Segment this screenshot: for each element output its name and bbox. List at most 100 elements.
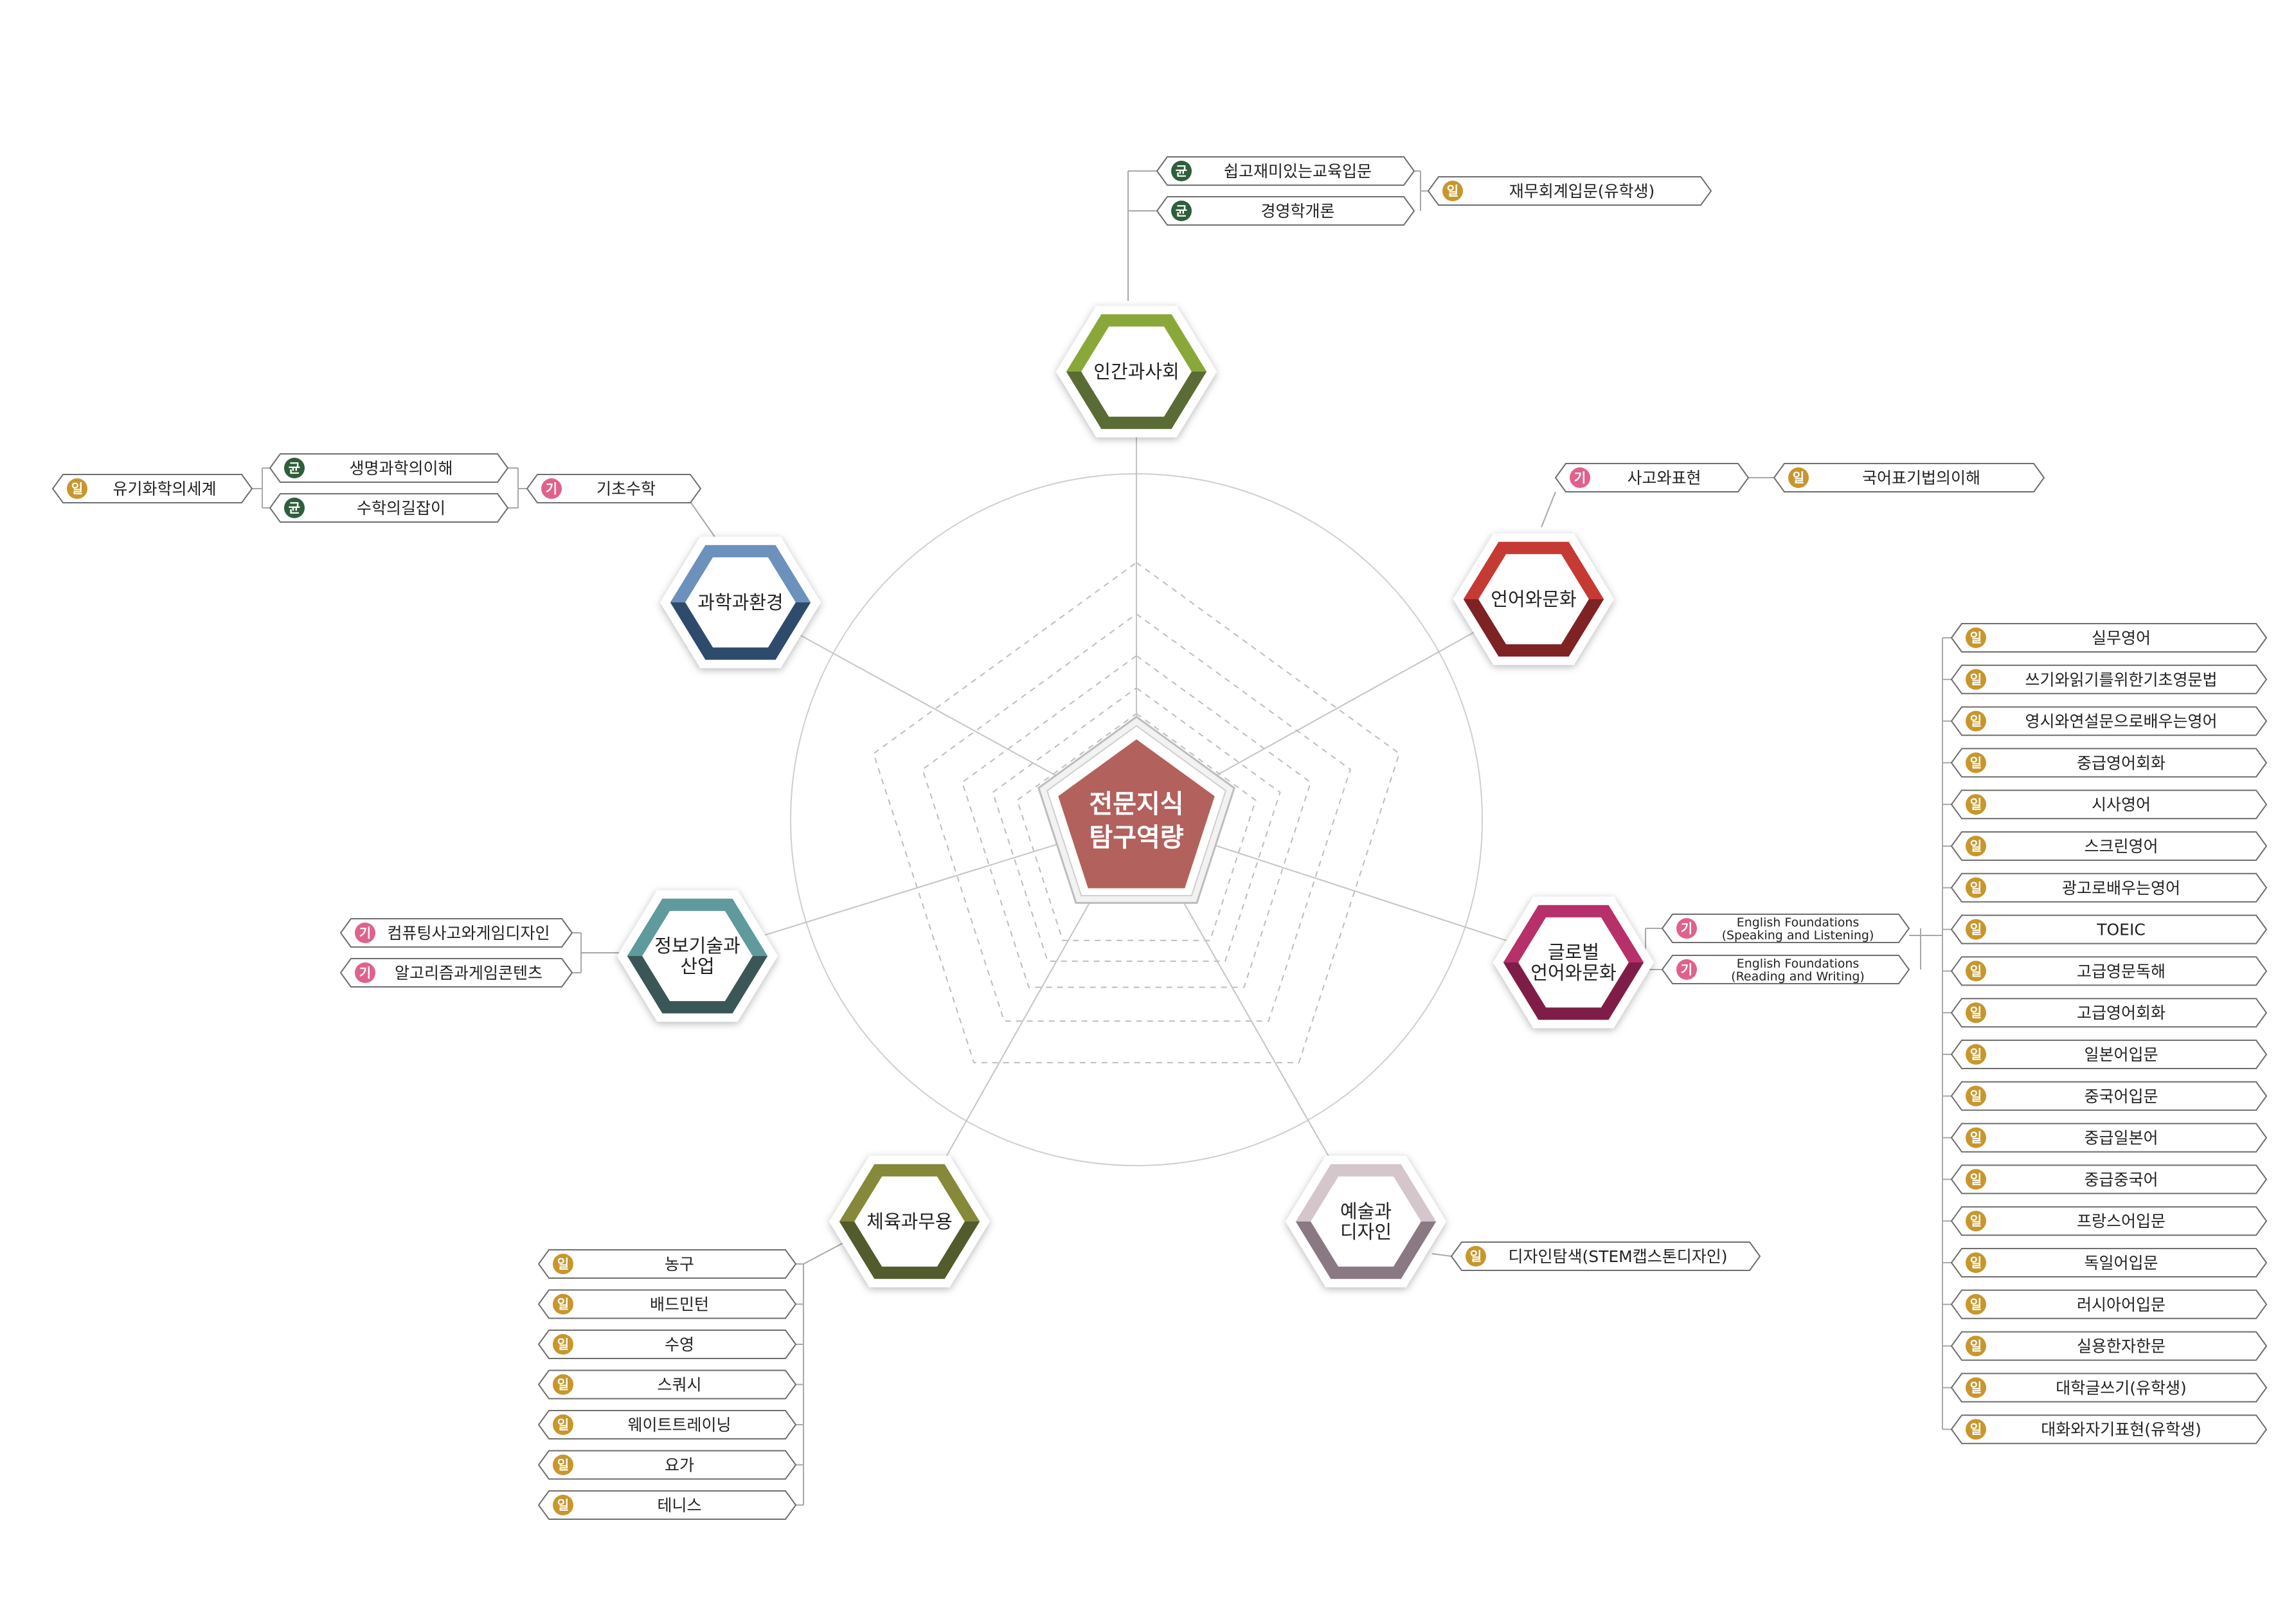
course-tag-it-a-0[interactable]: 기 컴퓨팅사고와게임디자인	[339, 918, 573, 948]
badge-label: 균	[1176, 203, 1187, 219]
course-label: 실용한자한문	[2077, 1337, 2166, 1356]
tag-frame	[1950, 872, 2268, 903]
course-label: 컴퓨팅사고와게임디자인	[387, 924, 550, 943]
badge-label: 일	[1793, 470, 1804, 485]
course-tag-global-b-16[interactable]: 일 러시아어입문	[1950, 1289, 2268, 1319]
tag-frame	[1950, 1123, 2268, 1153]
course-tag-global-b-11[interactable]: 일 중국어입문	[1950, 1081, 2268, 1111]
course-tag-global-b-4[interactable]: 일 시사영어	[1950, 789, 2268, 820]
course-tag-sci-b-1[interactable]: 균 수학의길잡이	[269, 493, 509, 523]
badge-label: 균	[1176, 163, 1187, 179]
tag-frame	[1773, 463, 2045, 492]
course-tag-sport-a-6[interactable]: 일 테니스	[537, 1490, 797, 1520]
course-label: 생명과학의이해	[349, 459, 453, 478]
tag-frame	[537, 1410, 797, 1439]
tag-frame	[339, 918, 573, 948]
course-type-badge	[1966, 752, 1986, 773]
hub-inner	[685, 557, 796, 648]
tag-frame	[526, 474, 702, 503]
course-tag-sport-a-3[interactable]: 일 스쿼시	[537, 1369, 797, 1400]
course-tag-it-a-1[interactable]: 기 알고리즘과게임콘텐츠	[339, 958, 573, 988]
course-type-badge	[1966, 1169, 1986, 1190]
course-tag-human-b-0[interactable]: 일 재무회계입문(유학생)	[1427, 176, 1712, 206]
course-type-badge	[1966, 1335, 1986, 1357]
course-tag-global-b-9[interactable]: 일 고급영어회화	[1950, 998, 2268, 1028]
course-type-badge	[1788, 467, 1809, 488]
course-label: 광고로배우는영어	[2062, 879, 2180, 898]
tag-frame	[1950, 706, 2268, 736]
course-type-badge	[553, 1374, 573, 1395]
course-tag-global-b-19[interactable]: 일 대화와자기표현(유학생)	[1950, 1414, 2268, 1445]
course-label: 재무회계입문(유학생)	[1509, 182, 1655, 201]
course-tag-lang-a-0[interactable]: 기 사고와표현	[1554, 463, 1750, 492]
course-type-badge	[1966, 1085, 1986, 1106]
tag-frame	[537, 1450, 797, 1480]
course-tag-global-b-15[interactable]: 일 독일어입문	[1950, 1248, 2268, 1277]
tag-frame	[1950, 748, 2268, 778]
tag-frame	[1950, 956, 2268, 986]
course-tag-sport-a-1[interactable]: 일 배드민턴	[537, 1289, 797, 1319]
course-tag-sci-a-0[interactable]: 기 기초수학	[526, 474, 702, 503]
course-tag-sport-a-4[interactable]: 일 웨이트트레이닝	[537, 1410, 797, 1439]
link-sci-hub	[690, 502, 715, 537]
badge-label: 일	[1970, 797, 1982, 812]
course-tag-global-b-2[interactable]: 일 영시와연설문으로배우는영어	[1950, 706, 2268, 736]
hub-inner	[854, 1176, 965, 1267]
course-label: 스크린영어	[2084, 837, 2158, 856]
tag-frame	[339, 958, 573, 988]
tag-frame	[1950, 1164, 2268, 1195]
link-lang-hub	[1541, 491, 1556, 528]
course-tag-global-b-5[interactable]: 일 스크린영어	[1950, 831, 2268, 861]
course-label: English Foundations	[1737, 957, 1860, 971]
tag-frame	[1661, 914, 1910, 943]
center-pentagon	[1058, 739, 1215, 889]
course-tag-art-a-0[interactable]: 일 디자인탐색(STEM캡스톤디자인)	[1450, 1241, 1761, 1271]
course-type-badge	[1966, 1002, 1986, 1024]
tag-frame	[1661, 955, 1910, 984]
course-tag-sci-b-0[interactable]: 균 생명과학의이해	[269, 453, 509, 483]
tag-frame	[1950, 1206, 2268, 1236]
dashed-pentagon-2	[921, 613, 1352, 1022]
tag-frame	[1950, 789, 2268, 820]
tag-frame	[1450, 1241, 1761, 1271]
badge-label: 일	[557, 1256, 569, 1272]
tag-frame	[51, 474, 253, 503]
tag-frame	[1950, 623, 2268, 653]
course-tag-global-b-10[interactable]: 일 일본어입문	[1950, 1040, 2268, 1069]
course-tag-global-b-7[interactable]: 일 TOEIC	[1950, 914, 2268, 944]
course-label: 디자인탐색(STEM캡스톤디자인)	[1508, 1247, 1727, 1266]
course-tag-global-b-12[interactable]: 일 중급일본어	[1950, 1123, 2268, 1153]
course-tag-global-b-8[interactable]: 일 고급영문독해	[1950, 956, 2268, 986]
badge-label: 일	[1970, 880, 1982, 896]
badge-label: 기	[359, 965, 371, 980]
course-tag-sport-a-5[interactable]: 일 요가	[537, 1450, 797, 1480]
course-tag-human-a-1[interactable]: 균 경영학개론	[1156, 196, 1415, 226]
badge-label: 균	[289, 500, 300, 516]
course-tag-global-b-13[interactable]: 일 중급중국어	[1950, 1164, 2268, 1195]
course-label: 대학글쓰기(유학생)	[2056, 1378, 2187, 1397]
course-tag-global-b-1[interactable]: 일 쓰기와읽기를위한기초영문법	[1950, 664, 2268, 694]
tag-frame	[1950, 914, 2268, 944]
course-tag-global-b-17[interactable]: 일 실용한자한문	[1950, 1331, 2268, 1361]
tag-frame	[1950, 998, 2268, 1028]
course-tag-global-b-3[interactable]: 일 중급영어회화	[1950, 748, 2268, 778]
course-tag-global-b-14[interactable]: 일 프랑스어입문	[1950, 1206, 2268, 1236]
course-tag-lang-b-0[interactable]: 일 국어표기법의이해	[1773, 463, 2045, 492]
course-tag-global-b-0[interactable]: 일 실무영어	[1950, 623, 2268, 653]
hub-inner	[642, 910, 753, 1002]
course-tag-sport-a-2[interactable]: 일 수영	[537, 1330, 797, 1359]
course-tag-human-a-0[interactable]: 균 쉽고재미있는교육입문	[1156, 156, 1415, 186]
course-label: 쓰기와읽기를위한기초영문법	[2025, 671, 2217, 689]
course-tag-global-a-0[interactable]: 기 English Foundations(Speaking and Listen…	[1661, 914, 1910, 943]
course-tag-global-b-18[interactable]: 일 대학글쓰기(유학생)	[1950, 1373, 2268, 1403]
course-tag-global-a-1[interactable]: 기 English Foundations(Reading and Writing…	[1661, 955, 1910, 984]
course-tag-global-b-6[interactable]: 일 광고로배우는영어	[1950, 872, 2268, 903]
badge-label: 일	[557, 1337, 569, 1352]
course-type-badge	[1966, 1127, 1986, 1148]
course-tag-sci-c-0[interactable]: 일 유기화학의세계	[51, 474, 253, 503]
course-type-badge	[553, 1294, 573, 1315]
course-tag-sport-a-0[interactable]: 일 농구	[537, 1249, 797, 1279]
course-label: 유기화학의세계	[112, 480, 216, 498]
hub-lang: 언어와문화	[1453, 533, 1615, 665]
